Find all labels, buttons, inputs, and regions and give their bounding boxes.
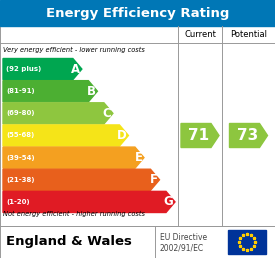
Text: (92 plus): (92 plus) xyxy=(6,66,41,72)
Text: (21-38): (21-38) xyxy=(6,177,34,183)
Text: (55-68): (55-68) xyxy=(6,133,34,139)
Text: Current: Current xyxy=(184,30,216,39)
Bar xyxy=(0,226,275,258)
Polygon shape xyxy=(3,81,97,102)
Polygon shape xyxy=(3,191,175,213)
Text: E: E xyxy=(134,151,142,164)
Text: England & Wales: England & Wales xyxy=(6,236,132,248)
Text: G: G xyxy=(164,195,174,208)
Text: F: F xyxy=(150,173,158,186)
Text: Potential: Potential xyxy=(230,30,267,39)
Text: (69-80): (69-80) xyxy=(6,110,34,116)
Bar xyxy=(228,230,266,254)
Text: C: C xyxy=(103,107,111,120)
Polygon shape xyxy=(3,169,160,190)
Text: 2002/91/EC: 2002/91/EC xyxy=(160,243,204,252)
Text: D: D xyxy=(117,129,127,142)
Text: Not energy efficient - higher running costs: Not energy efficient - higher running co… xyxy=(3,211,145,217)
Text: (81-91): (81-91) xyxy=(6,88,35,94)
Bar xyxy=(0,26,275,226)
Polygon shape xyxy=(3,125,128,146)
Polygon shape xyxy=(181,124,219,148)
Text: (39-54): (39-54) xyxy=(6,155,35,161)
Text: (1-20): (1-20) xyxy=(6,199,30,205)
Text: EU Directive: EU Directive xyxy=(160,233,207,242)
Text: 71: 71 xyxy=(188,128,210,143)
Polygon shape xyxy=(3,103,113,124)
Polygon shape xyxy=(3,147,144,168)
Polygon shape xyxy=(230,124,268,148)
Bar xyxy=(0,0,275,26)
Text: 73: 73 xyxy=(237,128,258,143)
Polygon shape xyxy=(3,59,82,80)
Text: B: B xyxy=(87,85,96,98)
Text: Very energy efficient - lower running costs: Very energy efficient - lower running co… xyxy=(3,47,145,53)
Text: A: A xyxy=(71,63,80,76)
Text: Energy Efficiency Rating: Energy Efficiency Rating xyxy=(46,6,229,20)
